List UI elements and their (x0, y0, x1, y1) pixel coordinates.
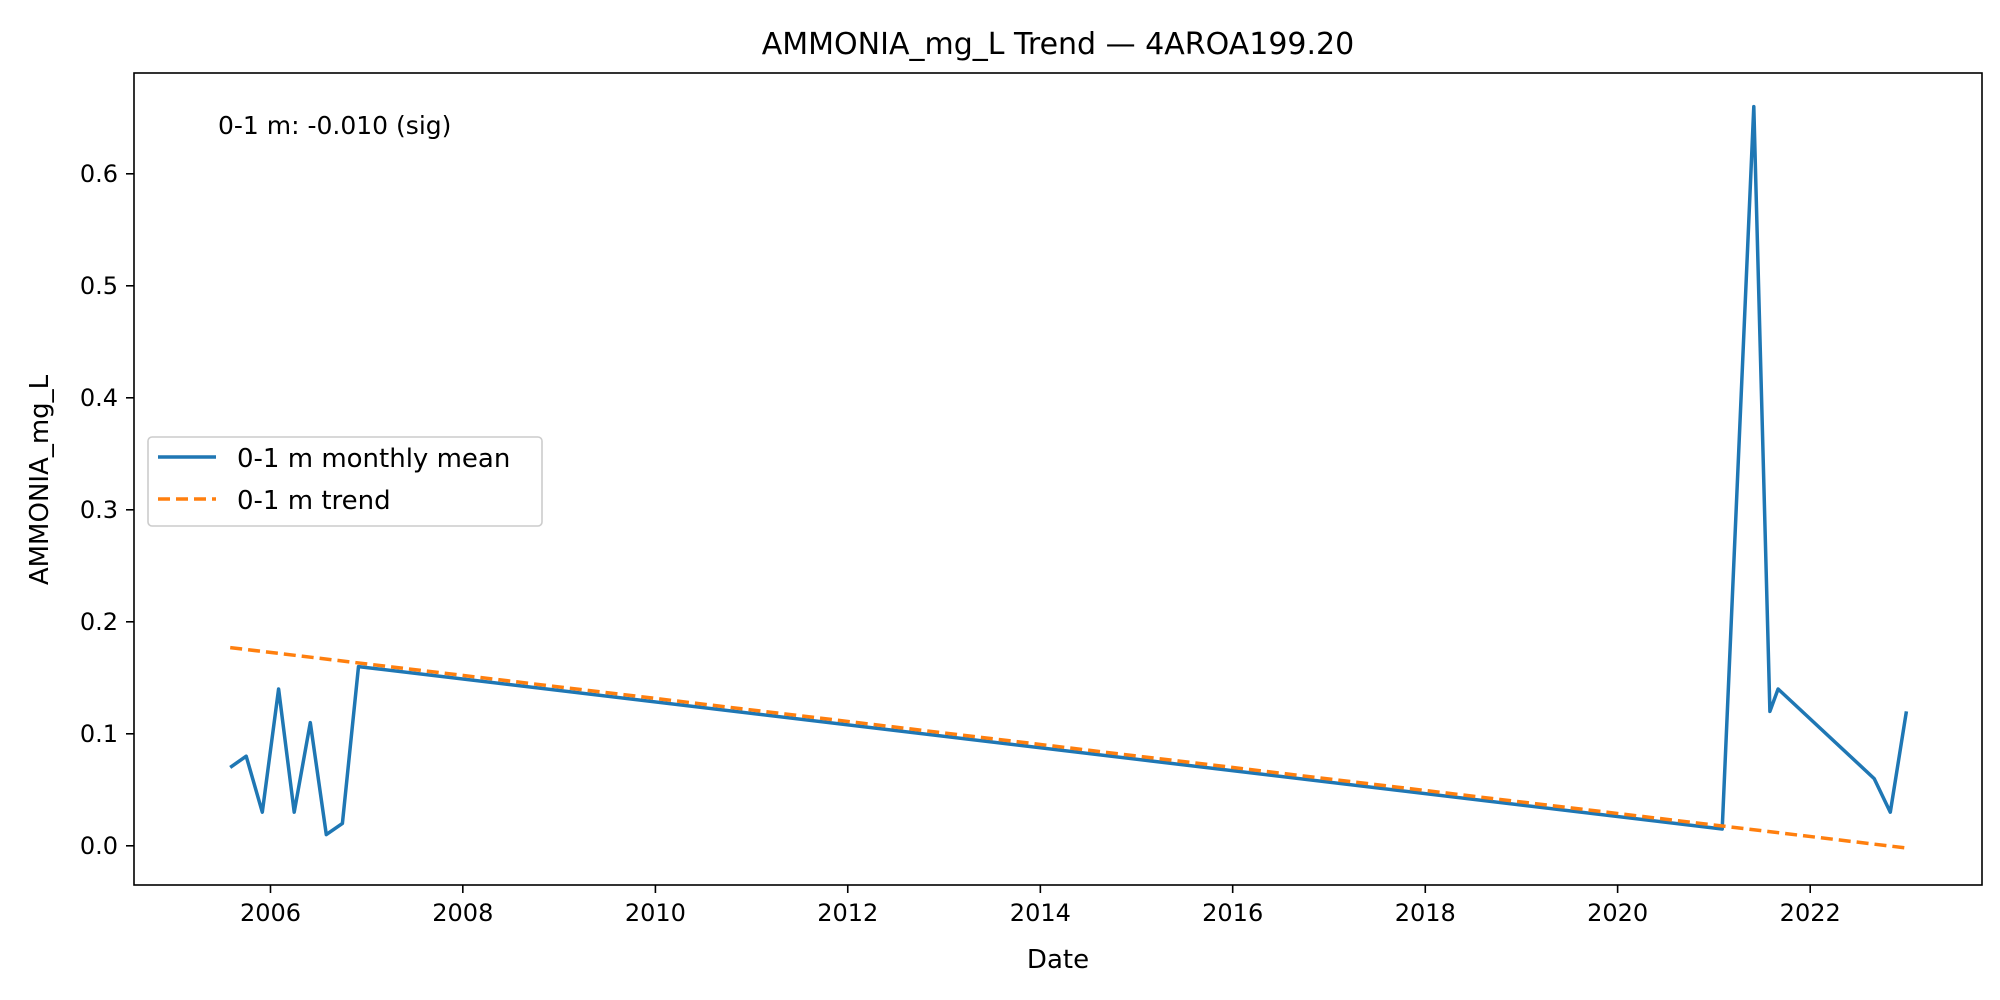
series-line-monthly-mean (229, 104, 1909, 837)
x-tick-label-2006: 2006 (240, 899, 301, 927)
y-tick-label-0.2: 0.2 (80, 608, 118, 636)
x-axis-label: Date (1027, 945, 1089, 975)
x-tick-label-2016: 2016 (1202, 899, 1263, 927)
chart-title: AMMONIA_mg_L Trend — 4AROA199.20 (762, 27, 1354, 62)
x-tick-label-2022: 2022 (1780, 899, 1841, 927)
legend-label-monthly-mean: 0-1 m monthly mean (237, 444, 510, 474)
trend-annotation: 0-1 m: -0.010 (sig) (218, 111, 451, 140)
y-tick-label-0.1: 0.1 (80, 720, 118, 748)
y-axis-label: AMMONIA_mg_L (25, 374, 55, 585)
x-tick-label-2018: 2018 (1395, 899, 1456, 927)
y-tick-label-0.0: 0.0 (80, 832, 118, 860)
series-layer (229, 104, 1909, 850)
x-tick-label-2020: 2020 (1587, 899, 1648, 927)
x-tick-label-2014: 2014 (1010, 899, 1071, 927)
legend-box (147, 436, 543, 527)
y-tick-label-0.5: 0.5 (80, 272, 118, 300)
legend-label-trend: 0-1 m trend (237, 486, 391, 516)
x-tick-label-2010: 2010 (625, 899, 686, 927)
x-tick-label-2008: 2008 (432, 899, 493, 927)
legend: 0-1 m monthly mean 0-1 m trend (147, 436, 543, 527)
series-line-trend (229, 645, 1907, 850)
y-tick-label-0.3: 0.3 (80, 496, 118, 524)
axes-layer: 2006 2008 2010 2012 2014 2016 2018 2020 2022 0.0 0… (80, 160, 1841, 927)
y-tick-label-0.4: 0.4 (80, 384, 118, 412)
plot-frame (133, 72, 1983, 886)
y-tick-label-0.6: 0.6 (80, 160, 118, 188)
x-tick-label-2012: 2012 (817, 899, 878, 927)
